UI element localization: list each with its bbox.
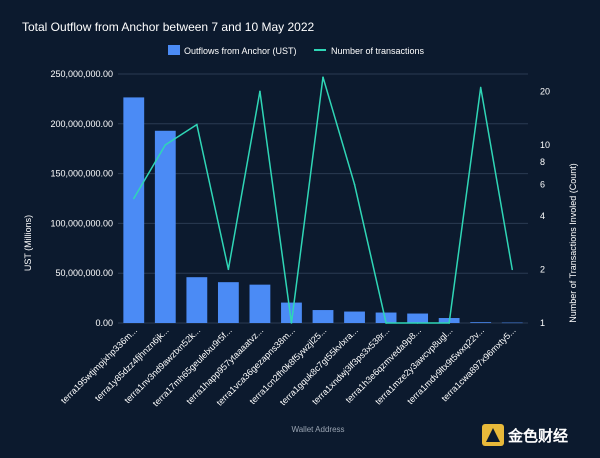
bar bbox=[154, 130, 176, 323]
legend-label-line: Number of transactions bbox=[331, 46, 425, 56]
gridlines bbox=[118, 73, 528, 324]
y2-axis-title: Number of Transactions Involed (Count) bbox=[568, 163, 578, 323]
watermark-icon-shape bbox=[486, 428, 500, 442]
y2-tick-label: 2 bbox=[540, 264, 545, 274]
line-point bbox=[479, 86, 482, 89]
bar bbox=[217, 282, 239, 323]
y2-tick-label: 20 bbox=[540, 86, 550, 96]
y-axis-title: UST (Millions) bbox=[23, 215, 33, 271]
line-point bbox=[290, 322, 293, 324]
line-point bbox=[164, 144, 167, 146]
y2-tick-label: 8 bbox=[540, 157, 545, 167]
line-point bbox=[511, 268, 514, 271]
bar bbox=[312, 310, 334, 323]
line-point bbox=[196, 123, 198, 126]
y-tick-label: 0.00 bbox=[95, 318, 113, 328]
y-tick-label: 50,000,000.00 bbox=[55, 268, 113, 278]
y-tick-label: 200,000,000.00 bbox=[50, 119, 113, 129]
y-tick-label: 250,000,000.00 bbox=[50, 69, 113, 79]
bar bbox=[501, 322, 523, 324]
watermark-logo: 金色财经 bbox=[482, 424, 568, 446]
watermark-text: 金色财经 bbox=[507, 427, 568, 445]
line-point bbox=[416, 322, 419, 324]
bar bbox=[470, 322, 492, 323]
y2-tick-label: 10 bbox=[540, 140, 550, 150]
bar bbox=[281, 302, 302, 323]
bar bbox=[186, 277, 208, 323]
line-point bbox=[259, 90, 261, 93]
line-point bbox=[132, 197, 135, 200]
chart-title: Total Outflow from Anchor between 7 and … bbox=[22, 20, 314, 34]
bar-series bbox=[123, 97, 523, 324]
bar bbox=[344, 311, 365, 323]
y-axis-right: 1 2 4 6 8 10 20 bbox=[540, 86, 550, 328]
legend-swatch-bars bbox=[168, 45, 180, 55]
y-tick-label: 100,000,000.00 bbox=[50, 218, 113, 228]
bar bbox=[123, 97, 145, 323]
line-point bbox=[227, 268, 230, 271]
line-series bbox=[132, 76, 514, 324]
y2-tick-label: 4 bbox=[540, 211, 545, 221]
bar bbox=[249, 284, 271, 323]
bar bbox=[375, 312, 397, 323]
y2-tick-label: 1 bbox=[540, 318, 545, 328]
legend-label-bars: Outflows from Anchor (UST) bbox=[184, 46, 297, 56]
y-tick-label: 150,000,000.00 bbox=[50, 169, 113, 179]
x-axis-title: Wallet Address bbox=[291, 425, 344, 434]
line-point bbox=[448, 322, 450, 324]
legend: Outflows from Anchor (UST) Number of tra… bbox=[168, 45, 425, 56]
y-axis-left: 0.00 50,000,000.00 100,000,000.00 150,000,0… bbox=[50, 69, 113, 328]
bar bbox=[407, 313, 429, 323]
y2-tick-label: 6 bbox=[540, 179, 545, 189]
line-point bbox=[322, 76, 324, 78]
x-axis: terra195wtjmpjxhp336m...terra1y85dzz4fjh… bbox=[59, 325, 518, 408]
line-point bbox=[385, 322, 387, 324]
line-point bbox=[353, 183, 356, 186]
